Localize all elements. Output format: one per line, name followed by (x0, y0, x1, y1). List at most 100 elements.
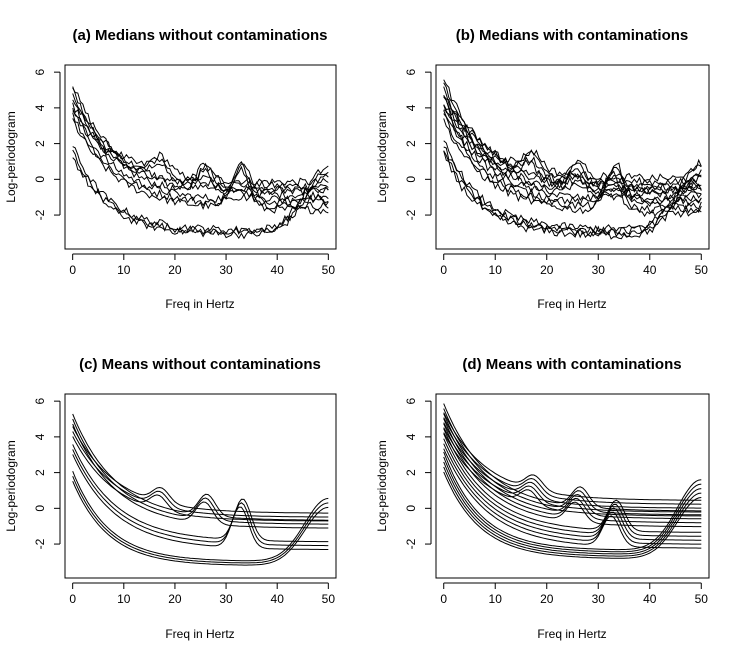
x-tick-label: 30 (219, 592, 233, 606)
panel-title: (a) Medians without contaminations (72, 27, 327, 44)
series-line-4 (72, 476, 329, 564)
x-tick-label: 0 (69, 592, 76, 606)
series-line-4 (443, 466, 702, 557)
panel-d: (d) Means with contaminations 0 10 20 30 40 5… (375, 356, 710, 641)
series-line-2 (443, 418, 702, 524)
series-line-4 (443, 451, 702, 551)
y-tick-label: 2 (33, 469, 47, 476)
y-tick-label: 4 (33, 433, 47, 440)
x-axis: 0 10 20 30 40 50 (69, 253, 336, 277)
series-line-1 (443, 427, 702, 513)
curves (443, 403, 702, 559)
series-line-1 (72, 107, 329, 195)
series-line-4 (443, 456, 702, 553)
y-axis: -2 0 2 4 6 (33, 68, 61, 220)
y-tick-label: 4 (404, 433, 418, 440)
x-tick-label: 40 (643, 263, 657, 277)
series-line-4 (443, 471, 702, 559)
series-line-2 (72, 423, 329, 529)
series-line-1 (443, 95, 702, 183)
y-tick-label: 4 (404, 104, 418, 111)
y-tick-label: -2 (404, 538, 418, 549)
y-tick-label: -2 (33, 538, 47, 549)
x-tick-label: 40 (271, 592, 285, 606)
series-line-2 (443, 94, 702, 204)
y-tick-label: 0 (404, 176, 418, 183)
series-line-3 (72, 449, 329, 547)
y-tick-label: 2 (404, 140, 418, 147)
series-line-3 (72, 444, 329, 543)
series-line-2 (443, 413, 702, 520)
series-line-3 (443, 433, 702, 537)
series-line-2 (72, 418, 329, 525)
panel-a: (a) Medians without contaminations 0 10 20… (4, 27, 337, 311)
series-line-4 (443, 140, 702, 234)
series-line-2 (72, 86, 329, 201)
x-tick-label: 20 (168, 263, 182, 277)
y-axis-label: Log-periodogram (4, 440, 18, 531)
y-tick-label: -2 (33, 209, 47, 220)
y-tick-label: -2 (404, 209, 418, 220)
panel-title: (b) Medians with contaminations (456, 27, 689, 44)
x-tick-label: 50 (322, 263, 336, 277)
series-line-3 (443, 118, 702, 218)
series-line-4 (72, 149, 329, 236)
y-axis: -2 0 2 4 6 (33, 397, 61, 549)
x-tick-label: 40 (271, 263, 285, 277)
panel-c: (c) Means without contaminations 0 10 20 30… (4, 356, 337, 641)
y-tick-label: 2 (404, 469, 418, 476)
x-tick-label: 0 (440, 263, 447, 277)
y-tick-label: 6 (404, 397, 418, 404)
x-axis: 0 10 20 30 40 50 (69, 582, 335, 606)
plot-frame (64, 64, 337, 250)
series-line-3 (443, 104, 702, 206)
y-tick-label: 4 (33, 104, 47, 111)
y-axis-label: Log-periodogram (4, 111, 18, 202)
curves (72, 413, 329, 566)
series-line-3 (443, 110, 702, 211)
series-line-2 (443, 423, 702, 528)
series-line-2 (72, 87, 329, 197)
y-tick-label: 0 (404, 505, 418, 512)
plot-frame (64, 393, 337, 579)
panel-title: (c) Means without contaminations (79, 356, 321, 373)
x-tick-label: 50 (695, 263, 709, 277)
y-tick-label: 6 (33, 397, 47, 404)
series-line-1 (443, 417, 702, 505)
plot-frame (435, 393, 710, 579)
x-axis-label: Freq in Hertz (537, 627, 606, 641)
x-tick-label: 20 (540, 592, 554, 606)
y-tick-label: 2 (33, 140, 47, 147)
x-axis-label: Freq in Hertz (537, 297, 606, 311)
series-line-1 (443, 422, 702, 509)
series-line-2 (443, 79, 702, 192)
series-line-2 (443, 403, 702, 512)
series-line-3 (72, 112, 329, 211)
y-axis: -2 0 2 4 6 (404, 397, 432, 549)
series-line-3 (72, 118, 329, 215)
y-axis-label: Log-periodogram (375, 440, 389, 531)
x-axis: 0 10 20 30 40 50 (440, 253, 709, 277)
y-axis-label: Log-periodogram (375, 111, 389, 202)
x-tick-label: 0 (440, 592, 447, 606)
series-line-1 (443, 412, 702, 501)
x-tick-label: 40 (643, 592, 657, 606)
x-tick-label: 30 (592, 592, 606, 606)
x-tick-label: 10 (489, 592, 503, 606)
series-line-1 (443, 432, 702, 517)
y-tick-label: 6 (33, 68, 47, 75)
series-line-4 (72, 146, 329, 235)
series-line-2 (443, 408, 702, 516)
series-line-2 (72, 93, 329, 204)
series-line-3 (443, 448, 702, 549)
y-tick-label: 0 (33, 176, 47, 183)
y-tick-label: 0 (33, 505, 47, 512)
plot-frame (435, 64, 710, 250)
series-line-4 (443, 150, 702, 240)
series-line-4 (443, 461, 702, 555)
series-line-1 (72, 99, 329, 187)
series-line-1 (443, 109, 702, 195)
x-tick-label: 50 (695, 592, 709, 606)
x-tick-label: 10 (117, 592, 131, 606)
